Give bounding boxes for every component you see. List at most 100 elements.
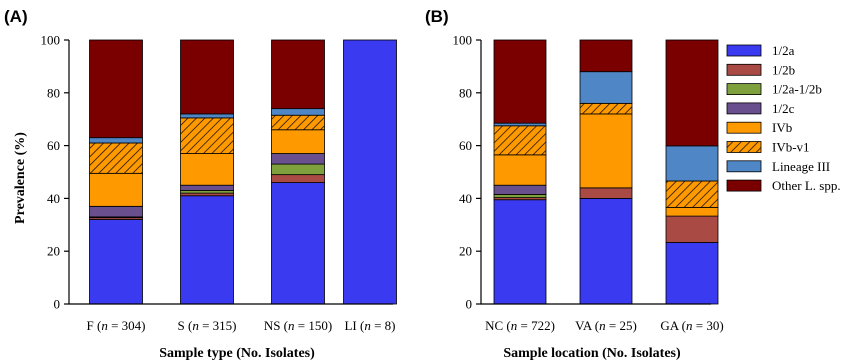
legend-label: IVb <box>772 120 792 135</box>
bar-segment-a-s-ivb-v1 <box>180 117 234 154</box>
y-tick-label-a: 100 <box>41 33 61 48</box>
n-symbol: n <box>101 318 108 333</box>
legend-label: 1/2a <box>772 43 795 58</box>
bar-segment-b-ga-lineage-iii <box>665 145 719 182</box>
bar-segment-a-f-ivb-v1 <box>89 142 143 174</box>
bar-segment-b-nc-1-2a-1-2b <box>493 194 547 199</box>
legend-swatch-1-2b <box>726 63 762 76</box>
bar-segment-a-ns-lineage-iii <box>271 108 325 116</box>
bar-segment-a-s-other-l-spp- <box>180 39 234 115</box>
category-count: = 8) <box>371 318 396 333</box>
category-count: = 304) <box>108 318 146 333</box>
bar-segment-b-ga-ivb <box>665 206 719 217</box>
legend-label: Lineage III <box>772 159 830 174</box>
n-symbol: n <box>364 318 371 333</box>
x-category-label-a: NS (n = 150) <box>264 318 332 333</box>
bar-segment-a-f-other-l-spp- <box>89 39 143 139</box>
panel-b-x-axis-title: Sample location (No. Isolates) <box>503 346 681 361</box>
category-name: NC ( <box>485 318 511 333</box>
category-name: LI ( <box>344 318 364 333</box>
panel-b-letter: (B) <box>425 7 449 26</box>
bar-segment-a-s-1-2c <box>180 184 234 191</box>
bar-segment-a-f-1-2c <box>89 205 143 218</box>
legend-swatch-lineage-iii <box>726 160 762 173</box>
category-name: GA ( <box>660 318 686 333</box>
y-tick-label-b: 60 <box>459 138 472 153</box>
panel-a-y-axis-title: Prevalence (%) <box>13 132 28 224</box>
bar-segment-a-ns-ivb-v1 <box>271 114 325 131</box>
category-count: = 25) <box>606 318 637 333</box>
legend-swatch-1-2a <box>726 44 762 57</box>
x-category-label-a: F (n = 304) <box>87 318 146 333</box>
x-category-label-a: S (n = 315) <box>178 318 237 333</box>
y-tick-label-a: 20 <box>47 244 60 259</box>
n-symbol: n <box>288 318 295 333</box>
bar-segment-a-f-lineage-iii <box>89 137 143 144</box>
legend-swatch-1-2a-1-2b <box>726 83 762 95</box>
category-count: = 315) <box>199 318 237 333</box>
category-count: = 30) <box>692 318 723 333</box>
panel-a-x-axis-title: Sample type (No. Isolates) <box>159 346 315 361</box>
bar-segment-b-ga-other-l-spp- <box>665 39 719 147</box>
n-symbol: n <box>599 318 606 333</box>
legend-swatch-1-2c <box>726 102 762 115</box>
y-tick-label-a: 0 <box>54 297 61 312</box>
bar-segment-b-ga-1-2a <box>665 242 719 305</box>
category-count: = 722) <box>517 318 555 333</box>
n-symbol: n <box>192 318 199 333</box>
bar-segment-a-ns-ivb <box>271 129 325 154</box>
n-symbol: n <box>511 318 518 333</box>
category-name: VA ( <box>575 318 599 333</box>
n-symbol: n <box>686 318 693 333</box>
bar-segment-a-f-ivb <box>89 172 143 207</box>
legend-label: Other L. spp. <box>772 178 841 193</box>
bar-segment-b-nc-1-2c <box>493 184 547 195</box>
y-tick-label-a: 40 <box>47 191 60 206</box>
x-category-label-b: VA (n = 25) <box>575 318 637 333</box>
bar-segment-a-ns-1-2a-1-2b <box>271 163 325 176</box>
legend: 1/2a 1/2b 1/2a-1/2b 1/2c IVb IVb-v1 Lineage II… <box>726 43 841 193</box>
y-tick-label-a: 60 <box>47 138 60 153</box>
bar-segment-b-va-ivb-v1 <box>579 102 633 115</box>
y-tick-label-b: 80 <box>459 85 472 100</box>
bar-segment-b-va-1-2a <box>579 197 633 305</box>
y-tick-label-b: 0 <box>466 297 473 312</box>
x-category-label-b: GA (n = 30) <box>660 318 723 333</box>
y-tick-label-b: 100 <box>453 33 473 48</box>
bar-segment-a-s-1-2a <box>180 195 234 305</box>
bar-segment-b-va-ivb <box>579 113 633 189</box>
legend-swatch-other-l-spp- <box>726 179 762 192</box>
bar-segment-a-ns-1-2a <box>271 182 325 305</box>
legend-swatch-ivb-v1 <box>726 141 762 153</box>
x-category-label-a: LI (n = 8) <box>344 318 395 333</box>
bar-segment-a-li-1-2a <box>343 39 397 305</box>
bar-segment-a-f-1-2a <box>89 219 143 305</box>
bar-segment-b-ga-ivb-v1 <box>665 180 719 208</box>
legend-label: 1/2b <box>772 62 795 77</box>
bar-segment-a-s-lineage-iii <box>180 113 234 119</box>
y-tick-label-b: 20 <box>459 244 472 259</box>
x-category-label-b: NC (n = 722) <box>485 318 555 333</box>
bar-segment-b-va-lineage-iii <box>579 71 633 104</box>
category-name: S ( <box>178 318 193 333</box>
bar-segment-b-nc-1-2a <box>493 199 547 305</box>
bar-segment-a-s-ivb <box>180 153 234 186</box>
panel-a-letter: (A) <box>4 7 28 26</box>
bar-segment-a-ns-1-2b <box>271 174 325 183</box>
bar-segment-b-nc-ivb <box>493 154 547 186</box>
bar-segment-b-va-1-2b <box>579 187 633 199</box>
y-tick-label-a: 80 <box>47 85 60 100</box>
category-name: NS ( <box>264 318 288 333</box>
legend-label: IVb-v1 <box>772 140 810 155</box>
legend-label: 1/2c <box>772 101 795 116</box>
y-tick-label-b: 40 <box>459 191 472 206</box>
legend-swatch-ivb <box>726 121 762 134</box>
bar-segment-b-nc-ivb-v1 <box>493 125 547 156</box>
bar-segment-a-ns-other-l-spp- <box>271 39 325 110</box>
category-name: F ( <box>87 318 102 333</box>
